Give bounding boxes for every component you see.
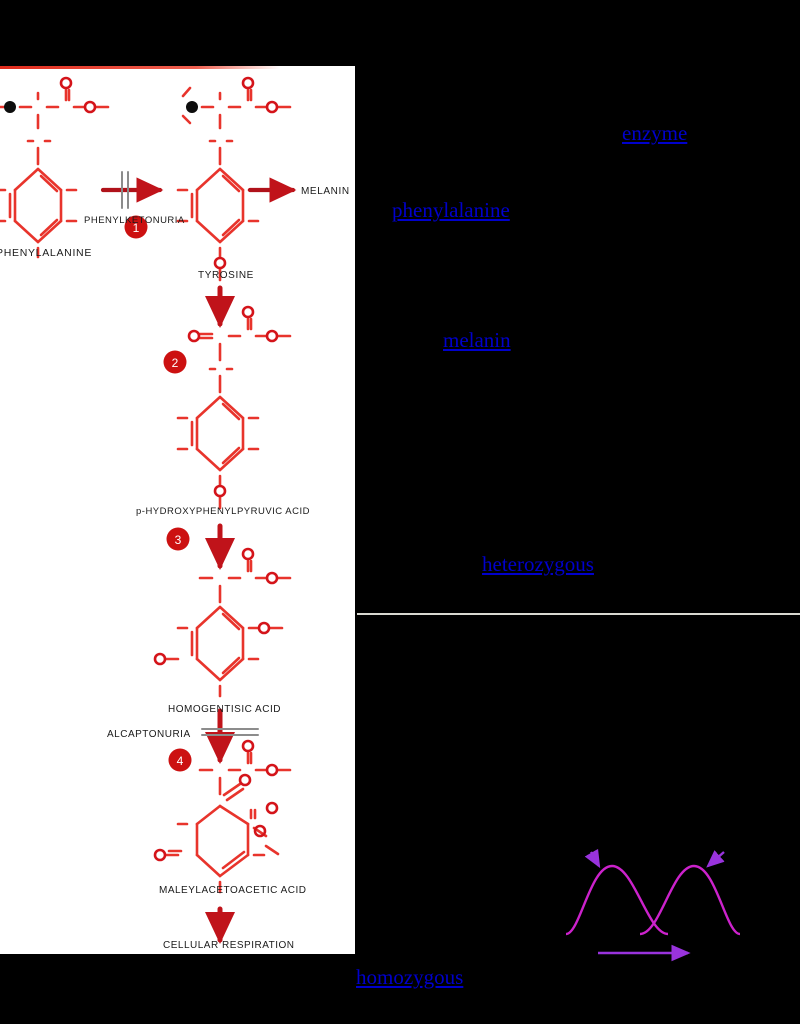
svg-text:MELANIN: MELANIN [301,186,350,197]
atom-nodes-nitrogen [4,101,198,113]
structure-phenylalanine [0,88,110,259]
link-homozygous[interactable]: homozygous [356,965,464,989]
link-enzyme[interactable]: enzyme [622,121,688,145]
step-badge-1: 1 [124,215,148,239]
diagram-labels: PHENYLALANINE PHENYLKETONURIA MELANIN TY… [0,186,350,951]
pathway-svg: 1 2 3 4 PHENYLALANINE PHENYLKETONURIA ME… [0,76,350,951]
section-divider [357,613,800,615]
curve-left [565,864,669,936]
svg-text:PHENYLALANINE: PHENYLALANINE [0,247,92,259]
step-badge-2: 2 [163,350,187,374]
link-heterozygous[interactable]: heterozygous [482,552,594,576]
svg-text:HOMOGENTISIC ACID: HOMOGENTISIC ACID [168,704,281,715]
structure-p-hydroxyphenylpyruvic-acid [176,317,292,510]
block-arrow-phenylketonuria [100,171,164,209]
step-badge-4: 4 [168,748,192,772]
curve-right [639,864,741,936]
diagram-top-rule [0,66,280,69]
arrow-peak-left [584,848,601,869]
structure-tyrosine [176,86,292,282]
link-melanin[interactable]: melanin [443,328,511,352]
block-arrow-alcaptonuria [201,708,259,765]
svg-text:2: 2 [172,356,179,370]
structure-maleylacetoacetic-acid [164,751,292,894]
step-badges: 1 2 3 4 [124,215,192,772]
step-badge-3: 3 [166,527,190,551]
svg-text:1: 1 [133,221,140,235]
arrow-peak-right [706,850,725,868]
metabolic-pathway-diagram: 1 2 3 4 PHENYLALANINE PHENYLKETONURIA ME… [0,66,355,954]
structure-homogentisic-acid [164,559,292,698]
svg-text:CELLULAR RESPIRATION: CELLULAR RESPIRATION [163,940,295,951]
svg-text:4: 4 [177,754,184,768]
svg-text:ALCAPTONURIA: ALCAPTONURIA [107,729,191,740]
svg-text:PHENYLKETONURIA: PHENYLKETONURIA [84,215,185,226]
link-phenylalanine[interactable]: phenylalanine [392,198,510,222]
bimodal-distribution-figure [565,848,741,962]
svg-text:MALEYLACETOACETIC ACID: MALEYLACETOACETIC ACID [159,885,307,896]
svg-text:p-HYDROXYPHENYLPYRUVIC ACID: p-HYDROXYPHENYLPYRUVIC ACID [136,506,310,517]
atom-nodes-open [59,76,279,862]
svg-text:3: 3 [175,533,182,547]
svg-text:TYROSINE: TYROSINE [198,270,254,281]
